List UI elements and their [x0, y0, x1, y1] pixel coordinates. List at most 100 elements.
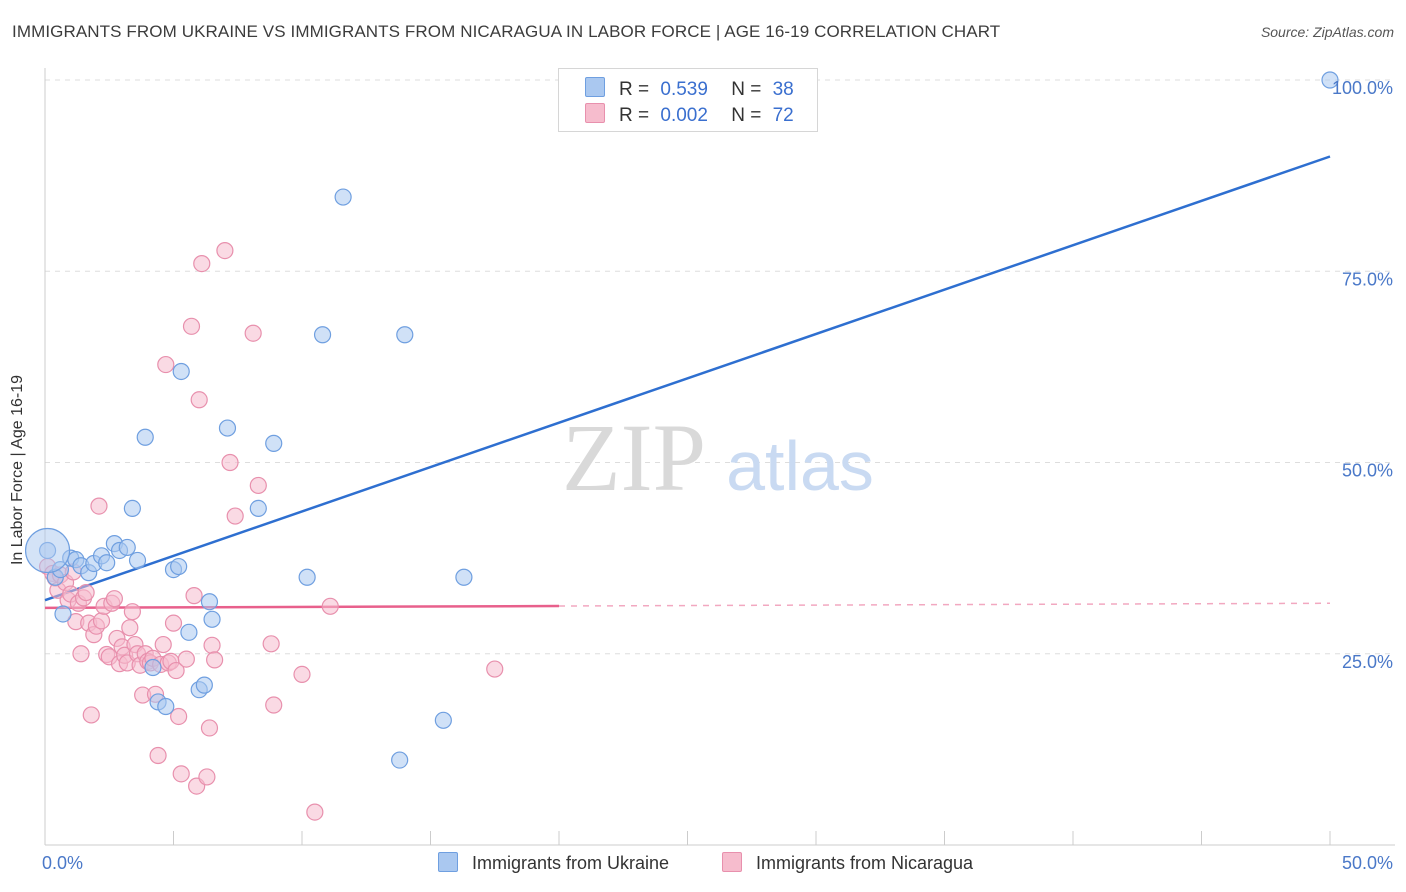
nicaragua-point: [293, 665, 311, 684]
correlation-legend: R = 0.539 N = 38 R = 0.002 N = 72: [558, 68, 818, 132]
nicaragua-legend-swatch: [722, 852, 742, 872]
y-tick-label: 50.0%: [1342, 461, 1393, 481]
nicaragua-point: [177, 650, 195, 668]
nicaragua-point: [262, 635, 280, 653]
nicaragua-point: [149, 746, 167, 765]
nicaragua-point: [72, 645, 90, 663]
ukraine-point: [218, 419, 237, 437]
n-value-ukraine: 38: [772, 79, 794, 100]
n-label: N =: [731, 105, 762, 126]
nicaragua-point: [164, 614, 183, 632]
nicaragua-point: [200, 719, 219, 737]
nicaragua-point: [77, 583, 95, 602]
chart-title: IMMIGRANTS FROM UKRAINE VS IMMIGRANTS FR…: [12, 22, 1001, 41]
nicaragua-point: [249, 476, 267, 495]
nicaragua-point: [170, 707, 188, 726]
ukraine-point: [1321, 71, 1339, 89]
ukraine-point: [180, 623, 198, 641]
watermark-atlas: atlas: [726, 427, 874, 505]
ukraine-point: [200, 593, 219, 611]
ukraine-point: [434, 711, 452, 729]
nicaragua-legend-label: Immigrants from Nicaragua: [756, 853, 974, 873]
nicaragua-trend-line-extension: [558, 602, 1331, 607]
ukraine-point: [265, 434, 283, 452]
nicaragua-point: [154, 635, 172, 654]
y-tick-label: 100.0%: [1332, 78, 1393, 98]
nicaragua-point: [198, 768, 216, 786]
ukraine-point: [203, 610, 221, 628]
nicaragua-point: [172, 765, 190, 783]
nicaragua-point: [90, 497, 108, 515]
ukraine-point: [118, 538, 136, 557]
x-tick-label: 50.0%: [1342, 853, 1393, 873]
nicaragua-point: [193, 255, 211, 273]
ukraine-point: [136, 428, 154, 446]
legend-row-ukraine: R = 0.539 N = 38: [585, 77, 794, 101]
x-tick-label: 0.0%: [42, 853, 83, 873]
ukraine-point: [334, 188, 352, 206]
nicaragua-swatch: [585, 103, 605, 123]
nicaragua-point: [486, 660, 504, 678]
r-value-ukraine: 0.539: [660, 79, 708, 100]
ukraine-point: [455, 568, 473, 586]
data-points: [24, 71, 1339, 821]
ukraine-point: [195, 676, 213, 694]
ukraine-point: [123, 499, 141, 517]
nicaragua-trend-line: [44, 604, 560, 610]
ukraine-point: [172, 362, 190, 381]
nicaragua-point: [105, 590, 123, 608]
r-value-nicaragua: 0.002: [660, 105, 708, 126]
nicaragua-point: [121, 619, 139, 637]
nicaragua-point: [244, 324, 262, 342]
ukraine-point: [396, 326, 414, 344]
ukraine-large-point: [24, 527, 71, 574]
ukraine-point: [144, 658, 162, 677]
nicaragua-point: [92, 612, 111, 630]
nicaragua-point: [182, 317, 201, 335]
y-axis-label: In Labor Force | Age 16-19: [9, 374, 26, 566]
axes: [44, 68, 1395, 846]
nicaragua-point: [167, 661, 185, 680]
ukraine-point: [128, 551, 147, 570]
nicaragua-point: [82, 706, 100, 724]
ukraine-legend-label: Immigrants from Ukraine: [472, 853, 670, 873]
gridlines: [45, 79, 1395, 655]
ukraine-point: [298, 568, 316, 586]
watermark: ZIP atlas: [562, 404, 874, 511]
ukraine-point: [170, 557, 188, 576]
nicaragua-point: [157, 355, 175, 374]
n-label: N =: [731, 79, 762, 100]
ukraine-point: [157, 697, 175, 716]
legend-row-nicaragua: R = 0.002 N = 72: [585, 103, 794, 127]
ukraine-trend-line: [44, 155, 1331, 602]
bottom-legend-nicaragua: Immigrants from Nicaragua: [722, 852, 973, 874]
nicaragua-point: [190, 391, 208, 409]
ukraine-point: [313, 326, 332, 344]
nicaragua-point: [226, 507, 244, 525]
nicaragua-point: [216, 241, 234, 260]
source-label: Source: ZipAtlas.com: [1260, 24, 1394, 40]
nicaragua-point: [306, 803, 324, 821]
nicaragua-point: [321, 597, 339, 615]
y-tick-label: 75.0%: [1342, 269, 1393, 289]
nicaragua-point: [185, 587, 203, 605]
ukraine-point: [98, 554, 116, 572]
r-label: R =: [619, 79, 650, 100]
y-tick-label: 25.0%: [1342, 652, 1393, 672]
nicaragua-point: [123, 603, 141, 621]
watermark-zip: ZIP: [562, 404, 706, 511]
n-value-nicaragua: 72: [772, 105, 794, 126]
ukraine-legend-swatch: [438, 852, 458, 872]
bottom-legend-ukraine: Immigrants from Ukraine: [438, 852, 669, 874]
nicaragua-point: [203, 636, 221, 654]
nicaragua-point: [206, 651, 224, 669]
ukraine-point: [249, 499, 267, 517]
ukraine-swatch: [585, 77, 605, 97]
trend-lines: [44, 155, 1331, 610]
tick-labels: 25.0% 50.0% 75.0% 100.0% 0.0% 50.0%: [42, 78, 1393, 873]
nicaragua-point: [221, 453, 239, 472]
ukraine-point: [54, 605, 72, 623]
ukraine-point: [391, 751, 409, 769]
r-label: R =: [619, 105, 650, 126]
